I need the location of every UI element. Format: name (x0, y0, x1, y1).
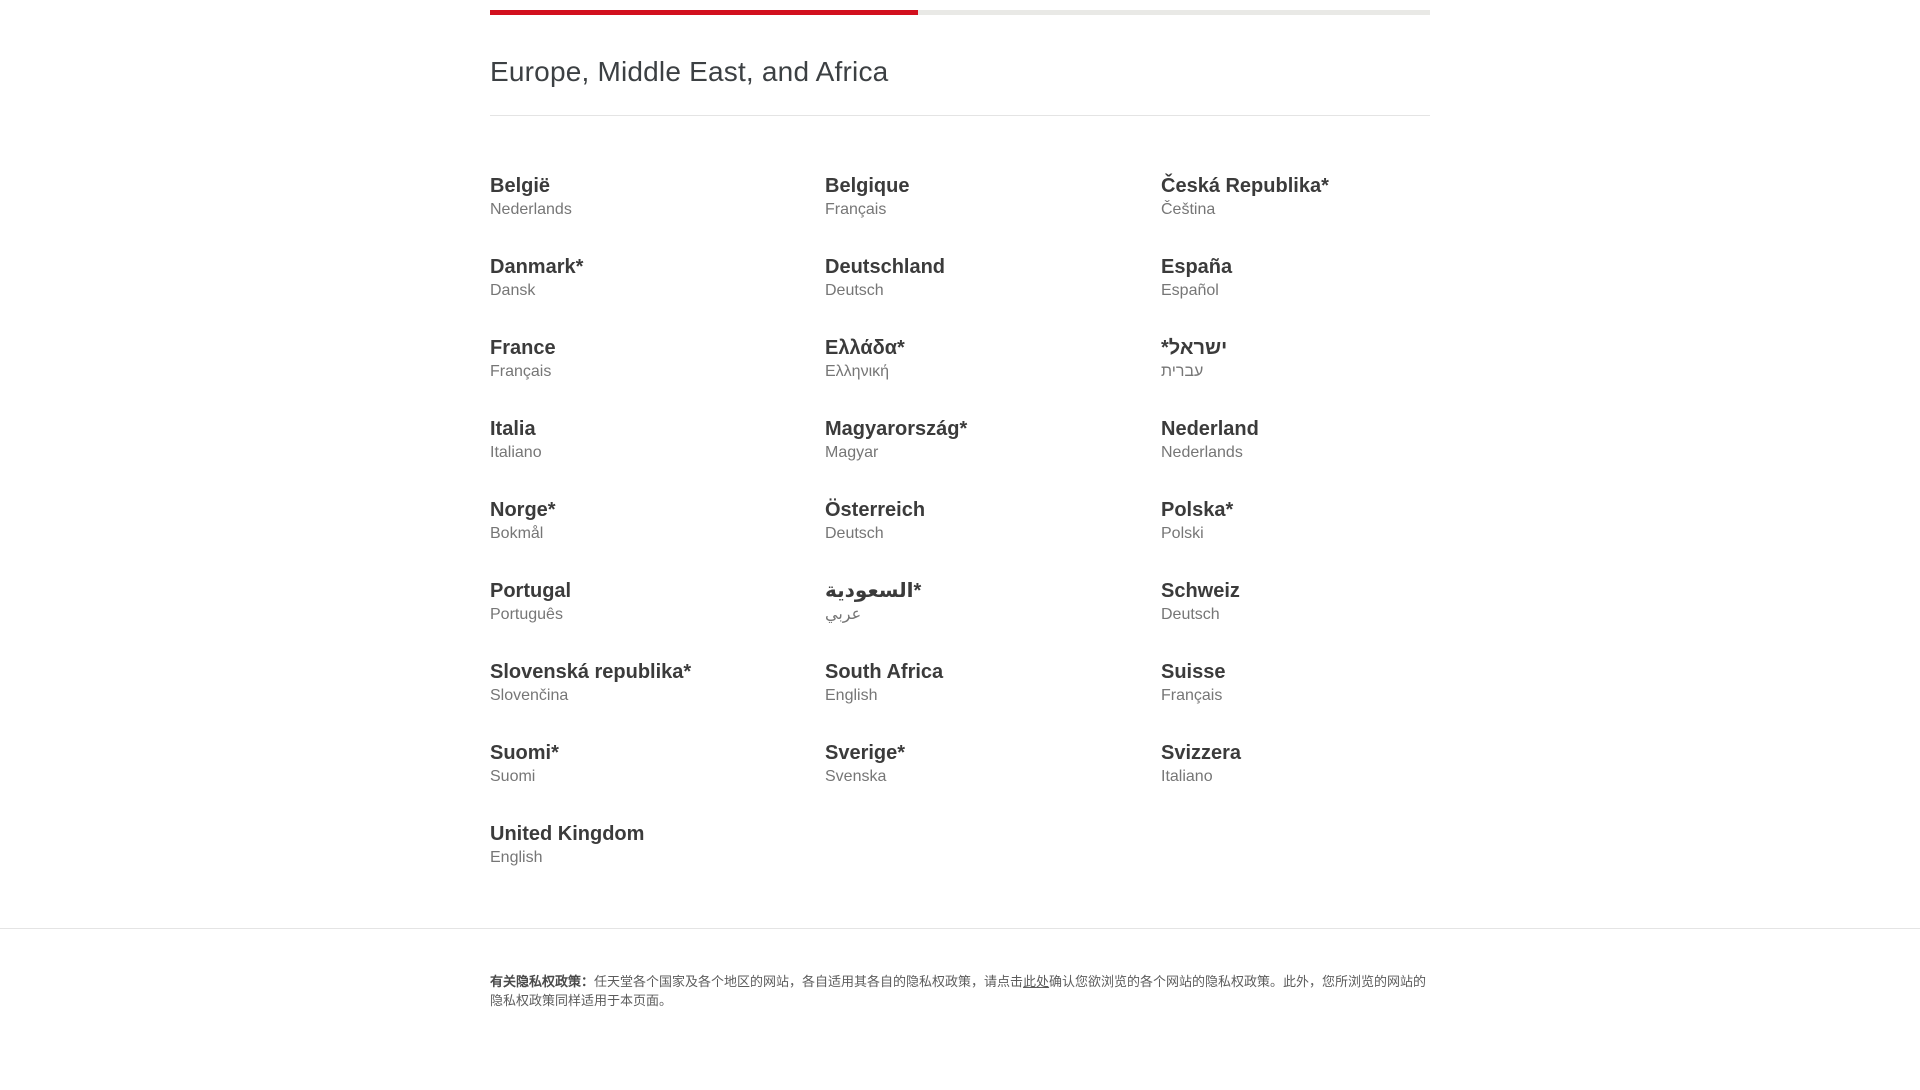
country-item[interactable]: السعودية* عربي (825, 578, 1161, 626)
country-name: Portugal (490, 580, 572, 602)
country-item[interactable]: Suisse Français (1161, 659, 1430, 707)
country-name: Belgique (825, 175, 910, 197)
scroll-progress-fill (490, 10, 918, 15)
country-name: Sverige* (825, 742, 906, 764)
country-language: Nederlands (1161, 444, 1243, 461)
country-name: België (490, 175, 551, 197)
country-name: Danmark* (490, 256, 584, 278)
country-name: Polska* (1161, 499, 1234, 521)
country-list: België Nederlands Belgique Français Česk… (490, 116, 1430, 902)
country-language: عربي (825, 606, 862, 623)
privacy-policy-note: 有关隐私权政策：任天堂各个国家及各个地区的网站，各自适用其各自的隐私权政策，请点… (490, 972, 1430, 1010)
country-item[interactable]: Belgique Français (825, 173, 1161, 221)
country-language: עברית (1161, 363, 1204, 380)
country-name: *ישראל (1161, 337, 1228, 359)
country-name: Deutschland (825, 256, 946, 278)
country-language: Français (1161, 687, 1223, 704)
country-name: Suomi* (490, 742, 559, 764)
country-language: Deutsch (1161, 606, 1220, 623)
country-name: France (490, 337, 556, 359)
country-name: Italia (490, 418, 536, 440)
country-language: English (825, 687, 878, 704)
country-name: Nederland (1161, 418, 1259, 440)
country-name: Schweiz (1161, 580, 1240, 602)
country-name: السعودية* (825, 580, 922, 602)
country-language: Ελληνική (825, 363, 890, 380)
country-language: Bokmål (490, 525, 544, 542)
country-name: Magyarország* (825, 418, 968, 440)
country-item[interactable]: South Africa English (825, 659, 1161, 707)
country-language: Français (825, 201, 887, 218)
country-item[interactable]: United Kingdom English (490, 821, 825, 869)
country-language: Suomi (490, 768, 536, 785)
privacy-note-text-before: 任天堂各个国家及各个地区的网站，各自适用其各自的隐私权政策，请点击 (594, 974, 1024, 989)
privacy-note-label: 有关隐私权政策： (490, 974, 595, 989)
footer-divider (0, 928, 1920, 929)
country-item[interactable]: Schweiz Deutsch (1161, 578, 1430, 626)
country-language: English (490, 849, 543, 866)
country-language: Magyar (825, 444, 879, 461)
country-item[interactable]: Portugal Português (490, 578, 825, 626)
country-language: Dansk (490, 282, 536, 299)
country-language: Italiano (1161, 768, 1213, 785)
country-name: Svizzera (1161, 742, 1242, 764)
page-content: Europe, Middle East, and Africa België N… (490, 10, 1430, 902)
country-name: Norge* (490, 499, 556, 521)
country-language: Deutsch (825, 282, 884, 299)
country-item[interactable]: España Español (1161, 254, 1430, 302)
privacy-note-text-after: 确认您欲浏览的各个网站的隐私权政策。此外，您所浏览的网站的隐私权政策同样适用于本… (490, 974, 1427, 1008)
country-language: Português (490, 606, 563, 623)
country-item[interactable]: Svizzera Italiano (1161, 740, 1430, 788)
country-item[interactable]: België Nederlands (490, 173, 825, 221)
country-name: Česká Republika* (1161, 175, 1329, 197)
country-language: Svenska (825, 768, 887, 785)
country-item[interactable]: Italia Italiano (490, 416, 825, 464)
country-item[interactable]: Slovenská republika* Slovenčina (490, 659, 825, 707)
country-language: Deutsch (825, 525, 884, 542)
country-item[interactable]: Ελλάδα* Ελληνική (825, 335, 1161, 383)
country-item[interactable]: Česká Republika* Čeština (1161, 173, 1430, 221)
country-item[interactable]: Österreich Deutsch (825, 497, 1161, 545)
country-language: Français (490, 363, 552, 380)
country-item[interactable]: Magyarország* Magyar (825, 416, 1161, 464)
country-name: South Africa (825, 661, 944, 683)
country-language: Italiano (490, 444, 542, 461)
country-item[interactable]: Suomi* Suomi (490, 740, 825, 788)
privacy-policy-link[interactable]: 此处 (1023, 974, 1050, 989)
country-name: United Kingdom (490, 823, 645, 845)
country-name: España (1161, 256, 1233, 278)
country-name: Österreich (825, 499, 926, 521)
country-item[interactable]: Danmark* Dansk (490, 254, 825, 302)
country-language: Nederlands (490, 201, 572, 218)
country-language: Čeština (1161, 201, 1216, 218)
country-item[interactable]: Deutschland Deutsch (825, 254, 1161, 302)
country-language: Polski (1161, 525, 1204, 542)
country-language: Español (1161, 282, 1219, 299)
country-language: Slovenčina (490, 687, 569, 704)
country-name: Ελλάδα* (825, 337, 905, 359)
scroll-progress-bar (490, 10, 1430, 15)
country-item[interactable]: Sverige* Svenska (825, 740, 1161, 788)
country-name: Slovenská republika* (490, 661, 692, 683)
country-item[interactable]: Nederland Nederlands (1161, 416, 1430, 464)
country-item[interactable]: Polska* Polski (1161, 497, 1430, 545)
country-item[interactable]: *ישראל עברית (1161, 335, 1430, 383)
country-name: Suisse (1161, 661, 1226, 683)
page-title: Europe, Middle East, and Africa (490, 56, 889, 87)
heading-divider (490, 115, 1430, 116)
country-item[interactable]: Norge* Bokmål (490, 497, 825, 545)
country-item[interactable]: France Français (490, 335, 825, 383)
